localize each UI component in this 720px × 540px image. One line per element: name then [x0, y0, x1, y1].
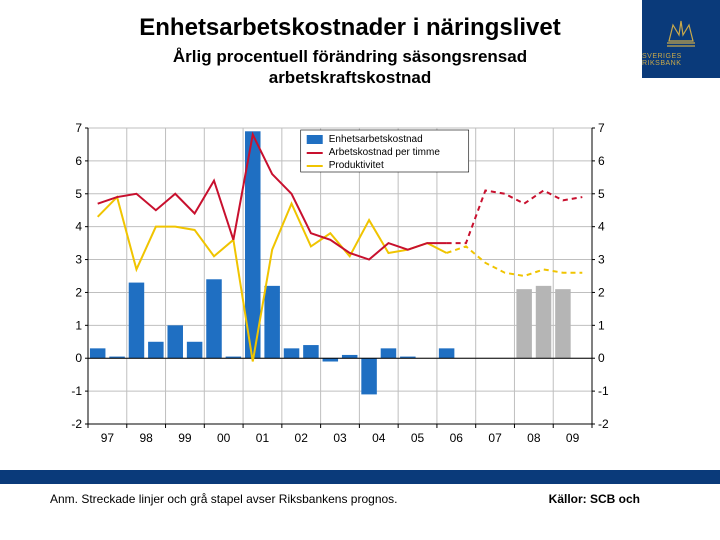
chart: -2-2-1-100112233445566779798990001020304…	[60, 120, 620, 450]
bar	[129, 283, 145, 359]
bar	[536, 286, 552, 358]
svg-text:08: 08	[527, 431, 541, 445]
svg-text:07: 07	[488, 431, 502, 445]
bar	[516, 289, 532, 358]
bar	[439, 348, 455, 358]
bar	[361, 358, 377, 394]
svg-text:7: 7	[598, 121, 605, 135]
bar	[264, 286, 280, 358]
svg-text:-2: -2	[598, 417, 609, 431]
subtitle-line1: Årlig procentuell förändring säsongsrens…	[173, 47, 527, 66]
svg-text:3: 3	[598, 253, 605, 267]
svg-text:99: 99	[178, 431, 192, 445]
bar	[206, 279, 222, 358]
svg-text:03: 03	[333, 431, 347, 445]
svg-text:4: 4	[598, 220, 605, 234]
svg-text:97: 97	[101, 431, 115, 445]
svg-text:02: 02	[295, 431, 309, 445]
svg-text:4: 4	[75, 220, 82, 234]
svg-text:04: 04	[372, 431, 386, 445]
legend: Enhetsarbetskostnad Arbetskostnad per tim…	[301, 130, 469, 172]
bar	[167, 325, 183, 358]
svg-text:Enhetsarbetskostnad: Enhetsarbetskostnad	[329, 134, 423, 145]
svg-text:6: 6	[75, 154, 82, 168]
crown-icon	[661, 11, 701, 51]
svg-text:1: 1	[598, 318, 605, 332]
riksbank-logo: SVERIGES RIKSBANK	[642, 0, 720, 78]
page-title: Enhetsarbetskostnader i näringslivet	[70, 14, 630, 42]
svg-text:0: 0	[75, 351, 82, 365]
svg-text:-1: -1	[598, 384, 609, 398]
svg-text:3: 3	[75, 253, 82, 267]
svg-text:2: 2	[75, 285, 82, 299]
svg-text:00: 00	[217, 431, 231, 445]
bar	[381, 348, 397, 358]
svg-text:Produktivitet: Produktivitet	[329, 160, 384, 171]
svg-text:5: 5	[75, 187, 82, 201]
footer: Anm. Streckade linjer och grå stapel avs…	[0, 492, 720, 506]
bar	[90, 348, 106, 358]
page-subtitle: Årlig procentuell förändring säsongsrens…	[70, 46, 630, 89]
bar	[284, 348, 300, 358]
svg-text:-2: -2	[71, 417, 82, 431]
svg-text:5: 5	[598, 187, 605, 201]
divider-bar	[0, 470, 720, 484]
subtitle-line2: arbetskraftskostnad	[269, 68, 432, 87]
bar	[303, 345, 319, 358]
svg-text:7: 7	[75, 121, 82, 135]
bar	[555, 289, 571, 358]
svg-text:09: 09	[566, 431, 580, 445]
title-block: Enhetsarbetskostnader i näringslivet Årl…	[0, 0, 720, 95]
logo-label: SVERIGES RIKSBANK	[642, 53, 720, 67]
svg-text:2: 2	[598, 285, 605, 299]
svg-text:06: 06	[450, 431, 464, 445]
svg-text:-1: -1	[71, 384, 82, 398]
svg-text:0: 0	[598, 351, 605, 365]
svg-text:05: 05	[411, 431, 425, 445]
svg-text:98: 98	[139, 431, 153, 445]
svg-text:01: 01	[256, 431, 270, 445]
svg-text:1: 1	[75, 318, 82, 332]
svg-text:6: 6	[598, 154, 605, 168]
svg-text:Arbetskostnad per timme: Arbetskostnad per timme	[329, 147, 441, 158]
footnote: Anm. Streckade linjer och grå stapel avs…	[50, 492, 398, 506]
bar	[187, 342, 203, 358]
source-label: Källor: SCB och	[549, 492, 640, 506]
bar	[148, 342, 164, 358]
